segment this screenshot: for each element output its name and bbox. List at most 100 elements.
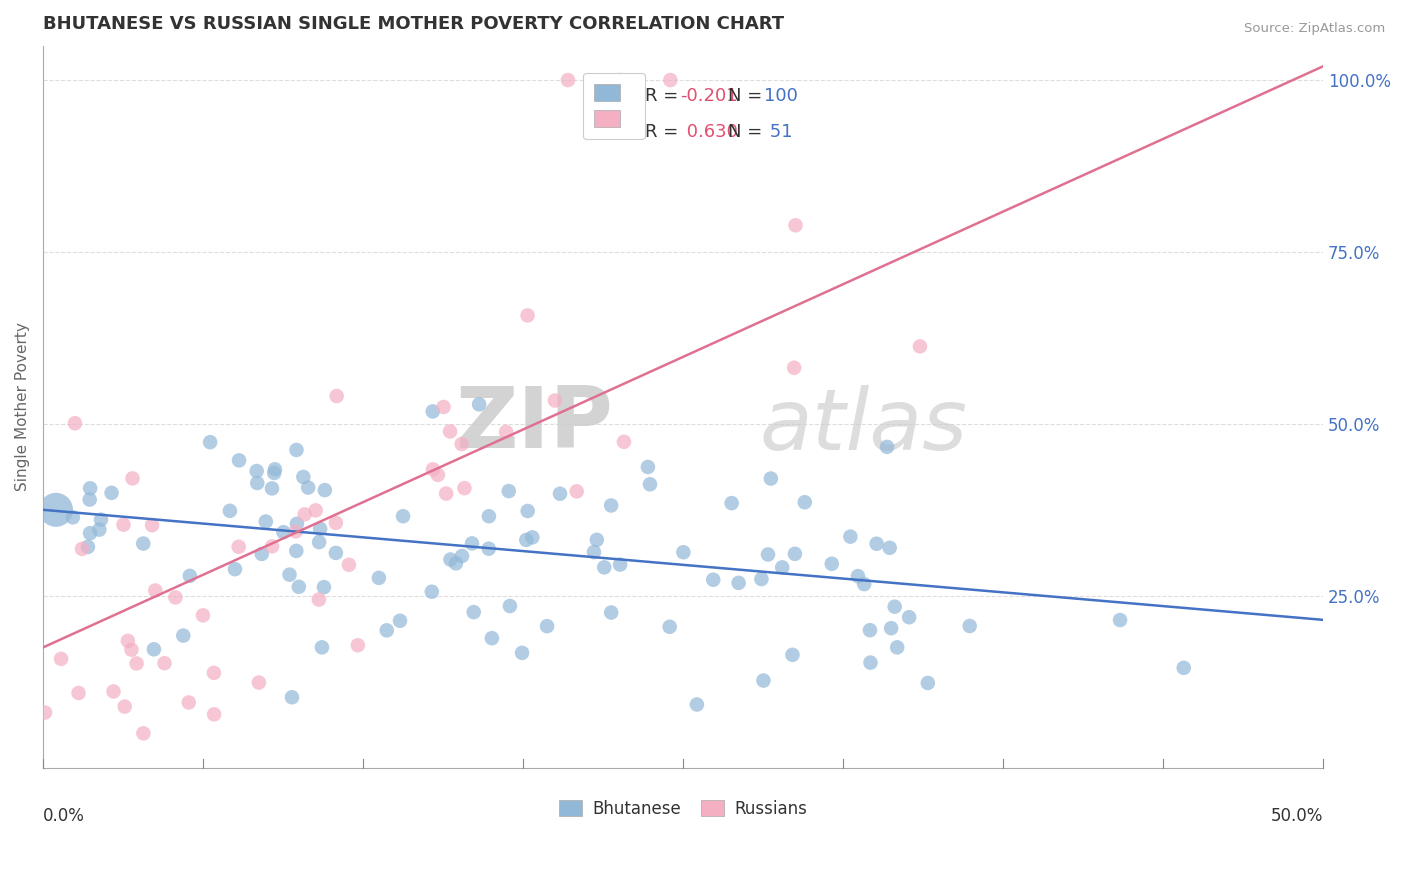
Point [600,499,623,513]
Point [686,698,709,712]
Point [347,638,370,652]
Point [846,569,869,583]
Point [557,73,579,87]
Point [125,657,148,671]
Point [292,470,315,484]
Point [273,525,295,540]
Point [752,673,775,688]
Text: N =: N = [728,87,768,105]
Point [593,560,616,574]
Point [565,484,588,499]
Point [853,577,876,591]
Point [132,726,155,740]
Point [311,640,333,655]
Point [34,706,56,720]
Text: -0.201: -0.201 [681,87,738,105]
Text: BHUTANESE VS RUSSIAN SINGLE MOTHER POVERTY CORRELATION CHART: BHUTANESE VS RUSSIAN SINGLE MOTHER POVER… [44,15,785,33]
Point [759,471,782,485]
Point [607,73,630,87]
Point [880,621,903,635]
Point [585,533,607,547]
Point [224,562,246,576]
Point [672,545,695,559]
Point [659,73,682,87]
Point [453,481,475,495]
Point [751,572,773,586]
Y-axis label: Single Mother Poverty: Single Mother Poverty [15,322,30,491]
Point [1109,613,1132,627]
Text: N =: N = [728,123,768,141]
Point [63,416,86,430]
Point [879,541,901,555]
Legend: Bhutanese, Russians: Bhutanese, Russians [553,793,814,824]
Point [1173,661,1195,675]
Point [426,467,449,482]
Point [450,437,472,451]
Point [100,486,122,500]
Point [246,476,269,491]
Text: 51: 51 [763,123,793,141]
Point [202,665,225,680]
Text: R =: R = [645,87,683,105]
Point [917,676,939,690]
Point [793,495,815,509]
Point [312,580,335,594]
Point [367,571,389,585]
Text: 0.0%: 0.0% [44,807,86,825]
Point [609,558,631,572]
Point [142,642,165,657]
Point [821,557,844,571]
Text: atlas: atlas [761,385,967,468]
Point [883,599,905,614]
Point [839,530,862,544]
Point [499,599,522,613]
Text: ZIP: ZIP [456,384,613,467]
Point [898,610,921,624]
Point [179,569,201,583]
Point [284,524,307,539]
Point [228,453,250,467]
Point [337,558,360,572]
Point [120,642,142,657]
Point [297,481,319,495]
Point [281,690,304,705]
Point [658,620,681,634]
Point [959,619,981,633]
Point [582,77,605,91]
Point [859,623,882,637]
Point [246,464,269,478]
Point [468,397,491,411]
Point [90,513,112,527]
Point [463,605,485,619]
Point [536,619,558,633]
Point [865,537,887,551]
Point [172,629,194,643]
Point [308,592,330,607]
Point [114,699,136,714]
Point [285,442,308,457]
Point [434,486,457,500]
Point [198,435,221,450]
Point [515,533,537,547]
Point [62,510,84,524]
Point [886,640,908,655]
Point [45,503,67,517]
Point [783,547,806,561]
Point [613,434,636,449]
Point [288,580,311,594]
Point [495,425,517,439]
Text: R =: R = [645,123,683,141]
Point [143,583,166,598]
Point [325,516,347,530]
Text: 0.630: 0.630 [681,123,738,141]
Point [49,652,72,666]
Point [785,219,807,233]
Point [177,696,200,710]
Point [770,560,793,574]
Point [727,575,749,590]
Point [444,557,467,571]
Point [548,487,571,501]
Point [392,509,415,524]
Point [600,606,623,620]
Point [375,624,398,638]
